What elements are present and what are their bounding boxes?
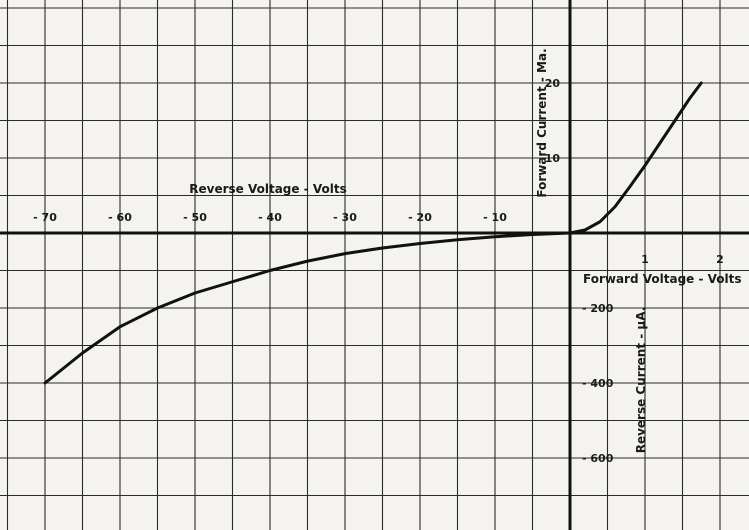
reverse-current-tick-label: - 400 [582, 377, 614, 390]
forward-current-axis-label: Forward Current - Ma. [535, 48, 549, 197]
forward-voltage-tick-label: 2 [716, 253, 724, 266]
forward-current-tick-label: 10 [545, 152, 561, 165]
reverse-current-tick-label: - 200 [582, 302, 614, 315]
reverse-voltage-axis-label: Reverse Voltage - Volts [189, 182, 346, 196]
reverse-voltage-tick-label: - 10 [483, 211, 507, 224]
reverse-current-tick-label: - 600 [582, 452, 614, 465]
reverse-current-axis-label: Reverse Current - µA. [634, 307, 648, 454]
reverse-voltage-tick-label: - 70 [33, 211, 57, 224]
reverse-voltage-tick-label: - 60 [108, 211, 132, 224]
forward-current-tick-label: 20 [545, 77, 561, 90]
reverse-voltage-tick-label: - 20 [408, 211, 432, 224]
reverse-curve [43, 231, 572, 385]
reverse-voltage-tick-label: - 50 [183, 211, 207, 224]
labels: - 70 - 60 - 50 - 40 - 30 - 20 - 10 Reverse Volt… [33, 48, 741, 465]
curves [43, 81, 703, 385]
forward-curve [568, 81, 703, 235]
reverse-voltage-tick-label: - 30 [333, 211, 357, 224]
reverse-voltage-tick-label: - 40 [258, 211, 282, 224]
forward-voltage-axis-label: Forward Voltage - Volts [583, 272, 742, 286]
forward-voltage-tick-label: 1 [641, 253, 649, 266]
